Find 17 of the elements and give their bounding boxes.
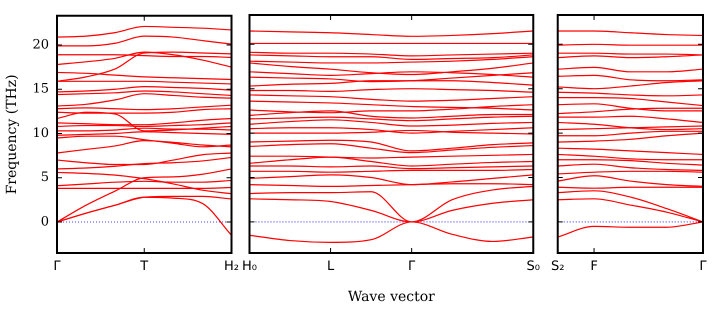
y-tick-label: 15 — [32, 82, 49, 97]
x-tick-label: L — [326, 259, 335, 274]
x-tick-label: Γ — [53, 259, 62, 274]
x-tick-label: S₀ — [526, 259, 540, 274]
x-tick-label: H₀ — [242, 259, 257, 274]
x-axis-title: Wave vector — [348, 289, 436, 306]
x-tick-label: T — [139, 259, 148, 274]
x-tick-label: Γ — [408, 259, 416, 274]
y-tick-label: 5 — [40, 170, 49, 186]
y-tick-label: 20 — [32, 37, 49, 52]
y-axis-title: Frequency (THz) — [4, 74, 20, 194]
y-tick-label: 10 — [32, 126, 49, 141]
x-tick-label: H₂ — [224, 259, 240, 274]
x-tick-label: F — [590, 259, 598, 274]
y-tick-label: 0 — [40, 214, 49, 230]
x-tick-label: S₂ — [550, 259, 564, 274]
x-tick-label: Γ — [699, 259, 708, 274]
